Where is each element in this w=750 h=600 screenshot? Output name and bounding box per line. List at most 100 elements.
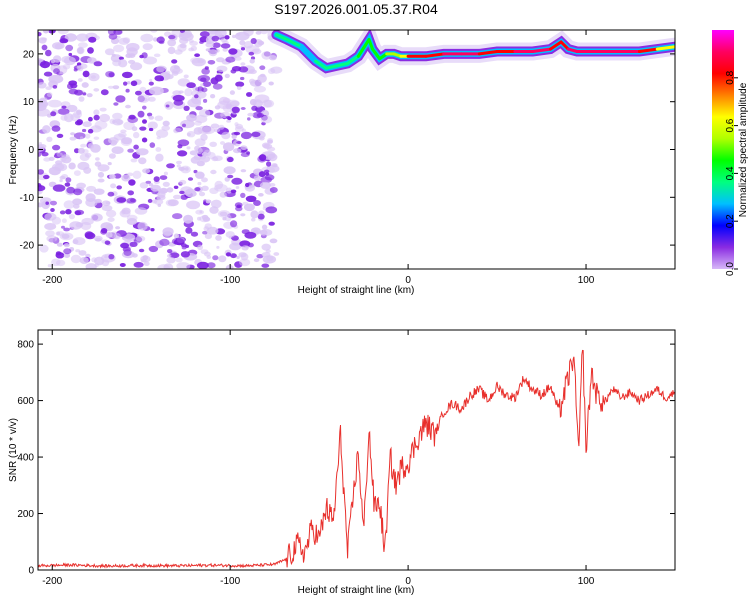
noise-speckle (231, 106, 240, 114)
noise-speckle (221, 131, 231, 140)
noise-speckle (264, 174, 275, 181)
noise-speckle (205, 42, 214, 48)
noise-speckle (112, 119, 117, 124)
noise-speckle (59, 175, 66, 180)
noise-speckle (141, 137, 148, 143)
noise-speckle (132, 253, 138, 258)
noise-speckle (70, 254, 82, 264)
noise-speckle (100, 89, 109, 96)
noise-speckle (173, 194, 182, 200)
noise-speckle (107, 191, 115, 197)
noise-speckle (167, 46, 176, 55)
noise-speckle (63, 248, 72, 255)
y-tick-label: 200 (17, 509, 34, 520)
noise-speckle (261, 252, 271, 258)
noise-speckle (261, 263, 270, 268)
noise-speckle (216, 65, 228, 73)
noise-speckle (52, 144, 61, 151)
noise-speckle (56, 152, 63, 157)
noise-speckle (250, 210, 259, 219)
noise-speckle (84, 231, 94, 239)
noise-speckle (202, 81, 212, 87)
noise-speckle (259, 65, 266, 70)
noise-speckle (162, 181, 170, 187)
noise-speckle (135, 90, 142, 96)
x-tick-label: -200 (42, 275, 62, 286)
noise-speckle (227, 174, 234, 179)
noise-speckle (251, 105, 258, 111)
noise-speckle (45, 86, 52, 90)
noise-speckle (216, 245, 220, 249)
noise-speckle (230, 189, 237, 194)
noise-speckle (224, 214, 232, 222)
noise-speckle (127, 148, 134, 153)
noise-speckle (210, 169, 217, 175)
noise-speckle (226, 119, 232, 123)
noise-speckle (230, 253, 237, 259)
noise-speckle (172, 90, 182, 96)
noise-speckle (186, 82, 196, 89)
noise-speckle (158, 40, 165, 45)
noise-speckle (142, 168, 151, 174)
noise-speckle (179, 179, 187, 185)
noise-speckle (59, 210, 66, 215)
noise-speckle (157, 264, 171, 269)
noise-speckle (86, 57, 97, 64)
noise-speckle (223, 166, 236, 175)
noise-speckle (249, 58, 255, 64)
noise-speckle (199, 31, 210, 38)
noise-speckle (150, 184, 161, 192)
noise-speckle (120, 242, 130, 249)
noise-speckle (205, 199, 212, 204)
noise-speckle (229, 90, 235, 95)
noise-speckle (77, 47, 84, 54)
noise-speckle (261, 142, 270, 149)
noise-speckle (137, 94, 150, 103)
noise-speckle (266, 146, 276, 152)
noise-speckle (266, 161, 272, 167)
noise-speckle (141, 52, 148, 59)
noise-speckle (68, 214, 75, 220)
noise-speckle (185, 188, 196, 198)
noise-speckle (126, 81, 131, 85)
noise-speckle (234, 56, 242, 61)
noise-speckle (242, 201, 249, 206)
noise-speckle (176, 160, 182, 165)
noise-speckle (164, 74, 174, 80)
x-tick-label: 100 (578, 576, 595, 587)
noise-speckle (165, 199, 177, 207)
noise-speckle (142, 43, 153, 51)
noise-speckle (210, 94, 216, 99)
noise-speckle (236, 141, 242, 144)
spectrogram-ridge (267, 30, 675, 78)
noise-speckle (38, 202, 43, 208)
noise-speckle (38, 144, 45, 153)
noise-speckle (240, 47, 246, 51)
noise-speckle (45, 201, 49, 205)
colorbar-label: Normalized spectral amplitude (738, 82, 749, 217)
noise-speckle (206, 262, 216, 269)
noise-speckle (247, 117, 251, 121)
noise-speckle (195, 209, 205, 215)
noise-speckle (72, 239, 79, 245)
ridge-segment (477, 50, 499, 56)
noise-speckle (38, 108, 51, 117)
noise-speckle (216, 57, 225, 63)
noise-speckle (57, 30, 69, 35)
noise-speckle (166, 187, 174, 193)
noise-speckle (180, 251, 190, 258)
noise-speckle (43, 30, 50, 33)
noise-speckle (214, 105, 221, 110)
noise-speckle (251, 48, 262, 55)
noise-speckle (205, 48, 211, 52)
noise-speckle (149, 78, 153, 82)
noise-speckle (64, 33, 77, 42)
noise-speckle (126, 218, 138, 225)
noise-speckle (148, 96, 156, 102)
ridge-segment (299, 45, 318, 63)
noise-speckle (133, 261, 144, 268)
noise-speckle (53, 68, 60, 75)
noise-speckle (164, 31, 172, 37)
noise-speckle (258, 136, 265, 141)
noise-speckle (180, 30, 185, 34)
